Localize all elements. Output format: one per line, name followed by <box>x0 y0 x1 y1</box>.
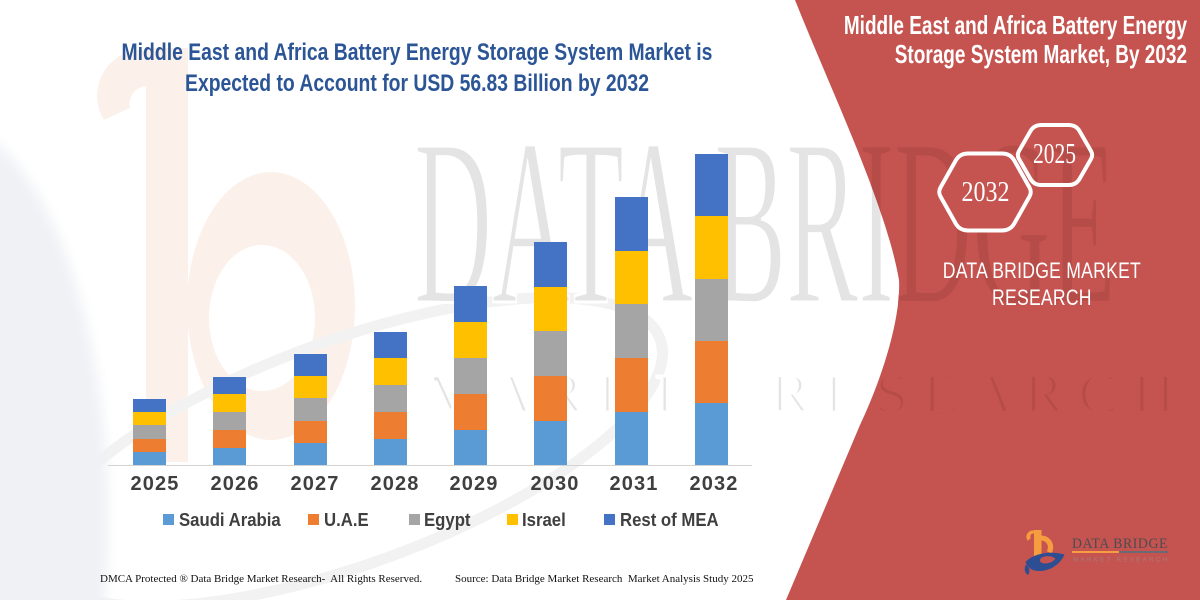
svg-text:2032: 2032 <box>962 176 1010 208</box>
svg-text:MARKET RESEARCH: MARKET RESEARCH <box>1073 557 1169 564</box>
svg-text:2025: 2025 <box>1033 139 1076 170</box>
svg-text:DATA BRIDGE: DATA BRIDGE <box>1072 536 1168 552</box>
